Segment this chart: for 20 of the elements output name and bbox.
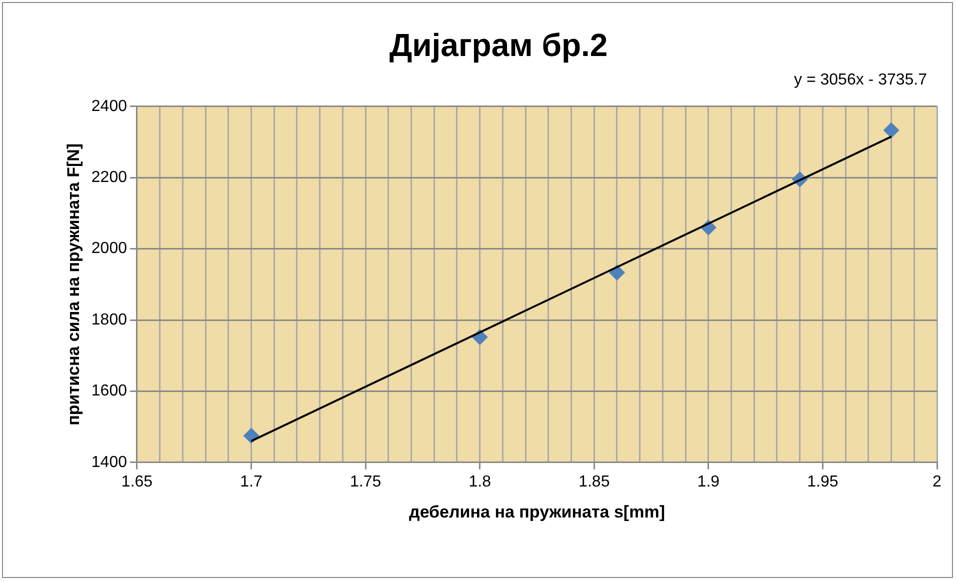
y-tick-label: 1400 xyxy=(91,454,128,471)
text: y = 3056x - 3735.7 xyxy=(794,71,928,88)
y-tick-label: 2000 xyxy=(91,240,128,258)
x-tick-label: 1.95 xyxy=(807,473,838,490)
point xyxy=(243,428,260,444)
x-tick-label: 1.8 xyxy=(468,473,492,490)
x-tick-label: 1.85 xyxy=(578,473,610,490)
x-tick-label: 1.9 xyxy=(697,473,720,490)
y-tick-label: 1600 xyxy=(91,382,128,400)
x-axis-title: дебелина на пружината s[mm] xyxy=(409,502,665,522)
y-tick-label: 2200 xyxy=(91,169,128,186)
point xyxy=(883,122,900,138)
x-tick-label: 1.65 xyxy=(121,473,153,490)
x-tick-label: 2 xyxy=(932,473,942,490)
y-tick-label: 1800 xyxy=(91,311,128,328)
y-tick-label: 2400 xyxy=(91,98,128,115)
y-axis-title: притисна сила на пружината F[N] xyxy=(64,143,83,426)
x-tick-label: 1.7 xyxy=(240,473,262,490)
x-tick-label: 1.75 xyxy=(350,473,382,490)
chart-title: Дијаграм бр.2 xyxy=(389,27,608,64)
